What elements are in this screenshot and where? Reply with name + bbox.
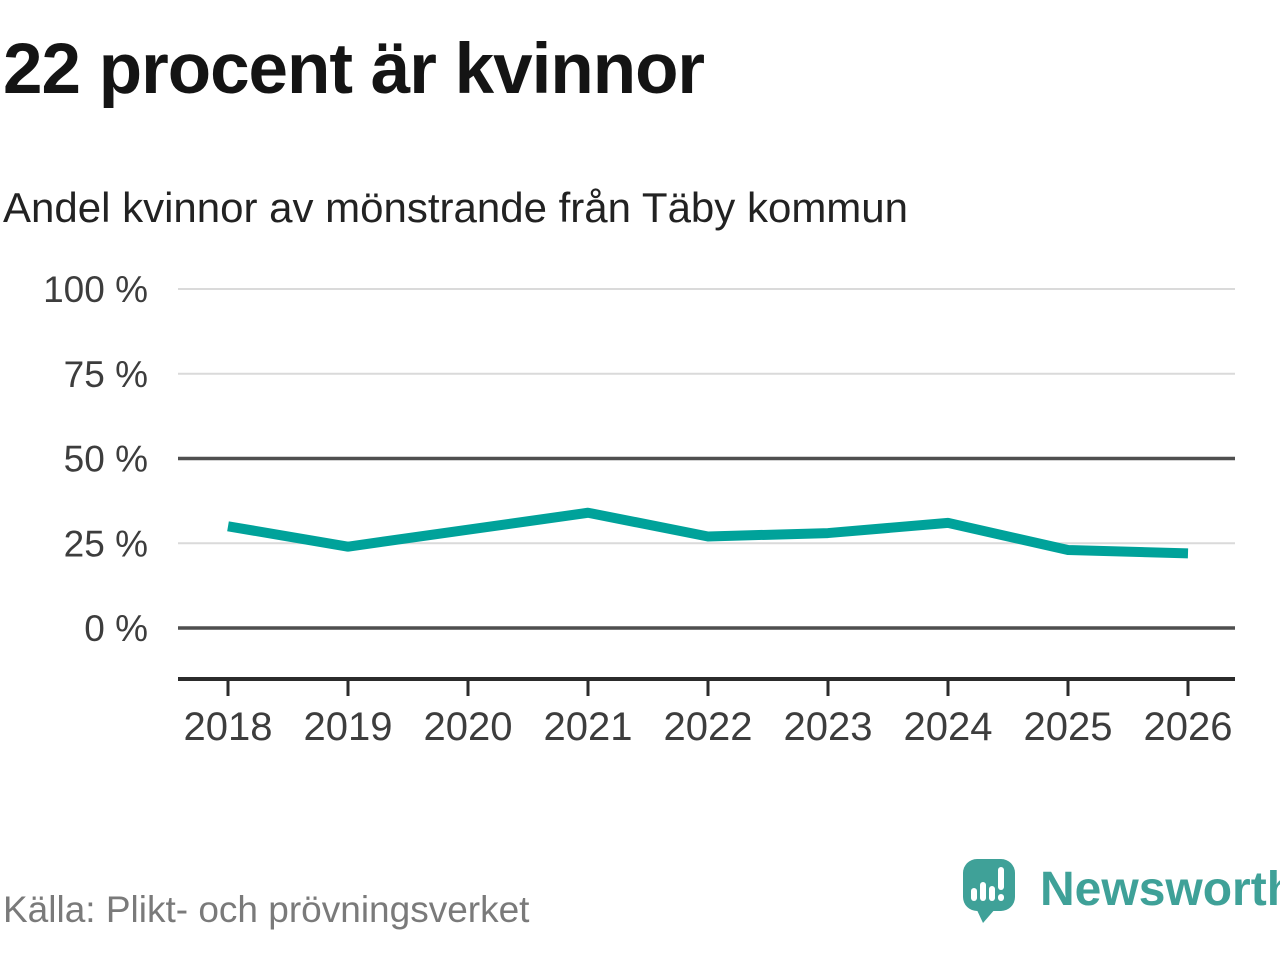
data-line-series xyxy=(227,507,1189,559)
x-tick-label: 2024 xyxy=(904,705,993,749)
speech-bubble-bar-chart-icon xyxy=(963,859,1015,923)
x-tick-label: 2018 xyxy=(184,705,273,749)
brand-name: Newsworthy xyxy=(1040,863,1280,916)
line-chart: 0 % 25 % 50 % 75 % 100 % 2018 2019 2020 2021 2022… xyxy=(43,269,1235,749)
x-tick-label: 2026 xyxy=(1144,705,1233,749)
x-tick-label: 2023 xyxy=(784,705,873,749)
page-title: 22 procent är kvinnor xyxy=(3,30,705,109)
y-tick-label: 100 % xyxy=(43,269,148,310)
y-tick-label: 0 % xyxy=(84,608,148,649)
source-note: Källa: Plikt- och prövningsverket xyxy=(3,889,530,930)
y-tick-label: 50 % xyxy=(64,439,148,480)
x-tick-label: 2020 xyxy=(424,705,513,749)
x-tick-label: 2025 xyxy=(1024,705,1113,749)
y-tick-label: 25 % xyxy=(64,523,148,564)
brand-logo: Newsworthy xyxy=(962,858,1280,926)
chart-subtitle: Andel kvinnor av mönstrande från Täby ko… xyxy=(3,184,909,231)
y-tick-label: 75 % xyxy=(64,354,148,395)
x-tick-label: 2022 xyxy=(664,705,753,749)
x-tick-label: 2021 xyxy=(544,705,633,749)
x-tick-label: 2019 xyxy=(304,705,393,749)
